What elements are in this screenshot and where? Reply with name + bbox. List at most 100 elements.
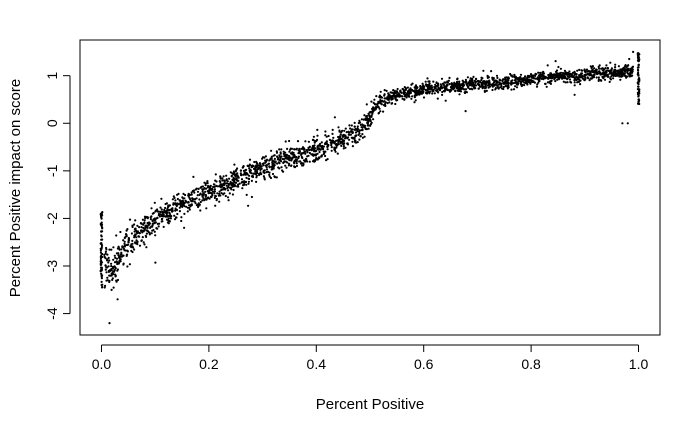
data-point <box>294 158 297 161</box>
data-point <box>626 69 629 72</box>
data-point <box>420 88 423 91</box>
data-point <box>414 87 417 90</box>
data-point <box>482 85 485 88</box>
data-point <box>235 178 238 181</box>
data-point <box>445 85 448 88</box>
data-point <box>236 185 239 188</box>
data-point <box>222 186 225 190</box>
data-point <box>636 73 640 76</box>
data-point <box>175 204 178 208</box>
data-point <box>100 215 103 218</box>
data-point <box>100 272 103 275</box>
data-point <box>631 66 634 69</box>
data-point <box>516 78 519 81</box>
data-point <box>156 208 159 211</box>
data-point <box>290 159 293 162</box>
data-point <box>291 157 294 160</box>
data-point <box>602 76 605 79</box>
data-point <box>119 253 122 256</box>
data-point <box>576 76 580 79</box>
y-tick-label: -3 <box>44 260 60 273</box>
data-point <box>280 166 283 169</box>
data-point <box>255 166 258 169</box>
data-point <box>579 83 582 86</box>
data-point <box>294 165 297 169</box>
data-point <box>139 222 142 225</box>
data-point <box>573 81 576 84</box>
data-point <box>126 249 129 252</box>
data-point <box>616 70 620 73</box>
data-point <box>414 84 418 87</box>
data-point <box>439 87 442 90</box>
data-point <box>341 141 344 144</box>
data-point <box>251 175 254 178</box>
data-point <box>313 141 316 144</box>
data-point <box>164 206 167 210</box>
data-point <box>133 228 136 231</box>
data-point <box>322 145 325 148</box>
data-point <box>280 160 283 163</box>
data-point <box>499 86 502 89</box>
data-point <box>287 164 290 167</box>
data-point <box>470 84 474 87</box>
data-point <box>100 280 103 283</box>
data-point <box>377 106 380 109</box>
x-tick-label: 1.0 <box>629 356 649 372</box>
data-point <box>237 176 240 179</box>
data-point <box>120 251 123 254</box>
data-point <box>511 75 514 78</box>
data-point <box>561 74 565 77</box>
data-point <box>226 196 230 199</box>
data-point <box>547 73 550 77</box>
data-point <box>282 150 285 153</box>
data-point <box>602 72 605 76</box>
data-point <box>506 78 509 81</box>
data-point <box>326 143 329 146</box>
data-point <box>326 148 329 151</box>
data-point <box>413 90 416 93</box>
data-point <box>231 193 234 196</box>
data-point <box>504 84 507 87</box>
data-point <box>108 259 111 262</box>
data-point <box>145 246 148 249</box>
data-point <box>318 156 321 159</box>
data-point <box>211 190 214 193</box>
data-point <box>600 79 603 82</box>
data-point <box>510 88 513 91</box>
data-point <box>156 210 159 213</box>
data-point <box>133 248 136 251</box>
data-point <box>612 72 616 75</box>
data-point <box>269 158 272 161</box>
data-point <box>498 83 501 86</box>
data-point <box>256 164 259 167</box>
data-point <box>454 84 457 87</box>
data-point <box>270 168 273 171</box>
data-point <box>270 149 273 152</box>
data-point <box>626 68 629 71</box>
data-point <box>372 106 375 109</box>
data-point <box>115 234 118 237</box>
data-point <box>275 150 278 153</box>
data-point <box>263 178 266 181</box>
data-point <box>223 192 226 195</box>
data-point <box>308 151 311 155</box>
data-point <box>466 76 469 79</box>
data-point <box>295 160 298 163</box>
data-point <box>488 85 492 88</box>
data-point <box>364 126 367 129</box>
data-point <box>172 195 175 198</box>
data-point <box>110 262 113 265</box>
data-point <box>444 99 447 102</box>
data-point <box>494 79 497 82</box>
data-point <box>483 80 486 83</box>
data-point <box>199 209 202 212</box>
data-point <box>247 204 250 207</box>
data-point <box>242 173 245 176</box>
data-point <box>614 63 617 66</box>
data-point <box>130 232 133 235</box>
data-point <box>104 268 107 271</box>
data-point <box>201 199 204 202</box>
data-point <box>319 142 322 145</box>
data-point <box>218 190 221 193</box>
